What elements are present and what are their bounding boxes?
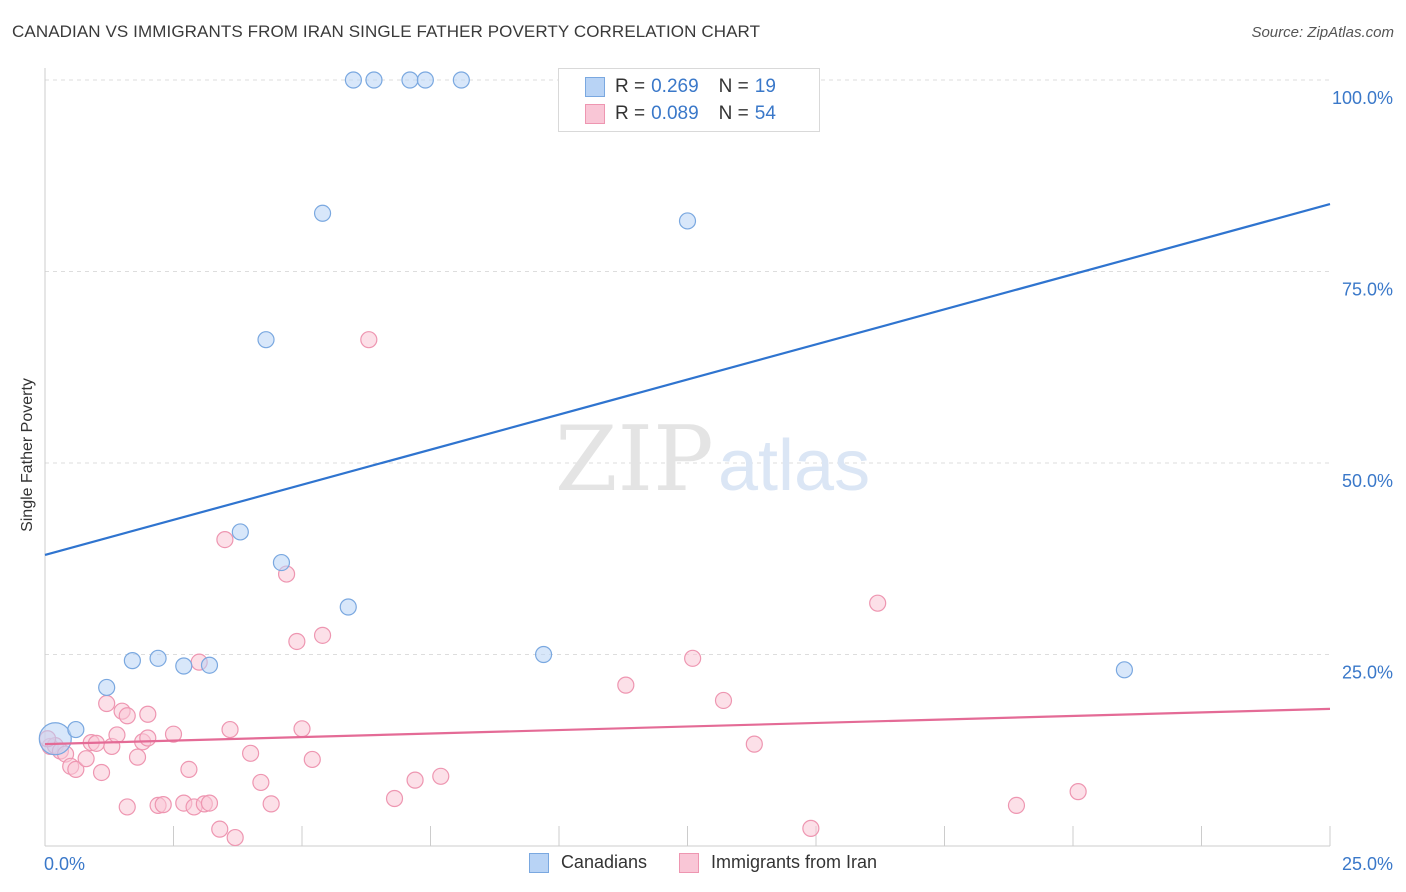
point-iran — [211, 820, 229, 838]
stats-legend: R = 0.269 N = 19 R = 0.089 N = 54 — [558, 68, 820, 132]
point-iran — [92, 763, 111, 782]
point-iran — [154, 796, 172, 814]
point-iran — [226, 828, 244, 847]
point-iran — [139, 729, 157, 747]
point-iran — [200, 794, 219, 812]
grid — [45, 79, 1330, 655]
point-iran — [67, 760, 85, 779]
point-canadians — [534, 645, 553, 664]
source-label: Source: ZipAtlas.com — [1251, 24, 1394, 41]
point-canadians — [67, 720, 85, 739]
point-canadians — [1115, 661, 1134, 679]
point-canadians — [257, 331, 275, 349]
point-iran — [98, 694, 116, 713]
point-iran — [164, 725, 183, 743]
point-canadians — [401, 71, 419, 89]
point-canadians — [98, 678, 116, 697]
point-iran — [385, 789, 404, 808]
trend-line-iran — [44, 707, 1331, 746]
point-canadians — [200, 656, 219, 674]
point-iran — [288, 632, 306, 651]
legend-n-value: 19 — [754, 76, 776, 97]
watermark: ZIP atlas — [555, 407, 870, 512]
point-canadians — [339, 598, 357, 616]
legend-r-label: R = — [615, 76, 646, 97]
trend-line-canadians — [44, 203, 1331, 556]
legend-swatch-blue — [585, 77, 605, 97]
point-iran — [432, 767, 450, 785]
point-iran — [293, 720, 311, 738]
series-canadians — [38, 71, 1134, 756]
point-iran — [128, 748, 147, 766]
y-tick-label: 75.0% — [1342, 280, 1393, 300]
point-iran — [1069, 783, 1087, 801]
legend-item-iran: Immigrants from Iran — [679, 852, 877, 873]
legend-n-label: N = — [718, 76, 749, 97]
point-iran — [802, 819, 820, 837]
point-iran — [180, 760, 198, 779]
point-canadians — [231, 523, 249, 541]
point-iran — [118, 798, 136, 816]
chart-title: CANADIAN VS IMMIGRANTS FROM IRAN SINGLE … — [12, 22, 761, 41]
point-iran — [77, 750, 95, 768]
point-canadians — [175, 657, 193, 675]
watermark-atlas: atlas — [718, 426, 870, 506]
legend-item-canadians: Canadians — [528, 852, 647, 873]
point-canadians — [416, 71, 434, 89]
point-canadians — [149, 649, 167, 667]
legend-label-iran: Immigrants from Iran — [711, 852, 878, 872]
point-canadians — [678, 212, 697, 230]
legend-swatch-pink — [585, 104, 605, 124]
series-legend: Canadians Immigrants from Iran — [0, 852, 1406, 873]
point-iran — [221, 720, 239, 739]
point-canadians — [452, 71, 470, 89]
point-iran — [617, 676, 635, 694]
x-tick-label: 0.0% — [44, 854, 85, 874]
legend-n-label: N = — [718, 103, 749, 124]
legend-row-canadians: R = 0.269 N = 19 — [585, 75, 776, 99]
legend-swatch-blue — [528, 852, 549, 873]
legend-r-value: 0.089 — [651, 103, 699, 124]
point-canadians — [365, 71, 383, 89]
legend-row-iran: R = 0.089 N = 54 — [585, 102, 776, 126]
point-iran — [262, 795, 280, 813]
point-iran — [108, 726, 126, 744]
legend-swatch-pink — [679, 852, 699, 873]
watermark-zip: ZIP — [555, 407, 714, 512]
legend-n-value: 54 — [754, 103, 776, 124]
point-iran — [406, 771, 424, 789]
point-iran — [216, 530, 234, 549]
point-iran — [745, 735, 763, 753]
y-tick-label: 25.0% — [1342, 663, 1393, 683]
axes — [44, 68, 1331, 847]
point-iran — [303, 750, 321, 769]
point-iran — [869, 594, 887, 612]
point-iran — [118, 707, 136, 725]
point-iran — [313, 626, 332, 644]
point-iran — [684, 649, 702, 667]
legend-r-label: R = — [615, 103, 646, 124]
y-tick-label: 100.0% — [1332, 88, 1393, 108]
point-iran — [360, 331, 378, 349]
point-iran — [714, 691, 733, 710]
legend-r-value: 0.269 — [651, 76, 699, 97]
trend-lines — [44, 203, 1331, 746]
legend-label-canadians: Canadians — [560, 852, 647, 872]
point-iran — [139, 705, 157, 723]
y-tick-label: 50.0% — [1342, 471, 1393, 491]
point-canadians — [344, 71, 362, 89]
y-axis-label: Single Father Poverty — [19, 378, 36, 532]
point-iran — [1007, 796, 1026, 815]
point-canadians — [38, 722, 72, 756]
point-canadians — [272, 553, 291, 572]
point-canadians — [123, 652, 141, 670]
tick-labels: 25.0% 50.0% 75.0% 100.0% 0.0% 25.0% — [44, 88, 1393, 874]
point-iran — [242, 744, 260, 762]
x-tick-label: 25.0% — [1342, 854, 1393, 874]
point-iran — [252, 773, 270, 792]
point-canadians — [313, 204, 332, 222]
